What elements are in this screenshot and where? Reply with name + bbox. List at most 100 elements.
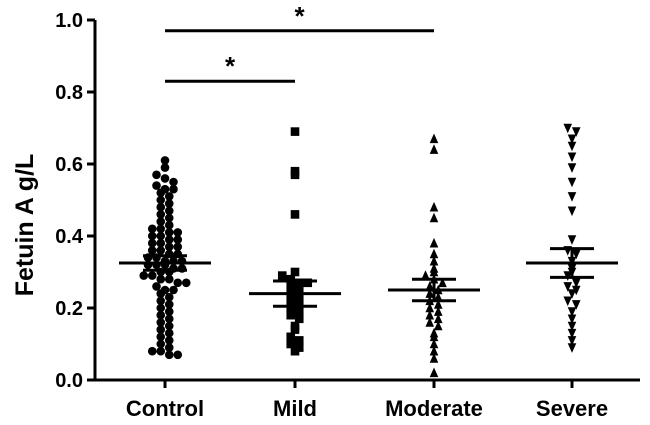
data-point [290, 166, 300, 176]
data-point [286, 339, 296, 349]
data-point [164, 274, 174, 284]
data-point [164, 307, 174, 316]
data-point [152, 181, 161, 190]
data-point [429, 353, 439, 363]
data-point [567, 328, 577, 339]
y-tick-label: 1.0 [55, 10, 83, 32]
data-point [567, 336, 577, 346]
data-point [160, 184, 170, 194]
data-point [147, 238, 157, 248]
data-point [173, 228, 183, 237]
data-point [164, 235, 174, 244]
data-point [164, 343, 174, 352]
data-point [164, 228, 174, 237]
data-point [164, 242, 174, 252]
data-point [152, 170, 161, 180]
data-point [286, 282, 296, 291]
significance-star: * [294, 1, 305, 31]
data-point [429, 338, 439, 349]
data-point [164, 292, 174, 302]
data-point [567, 321, 577, 332]
x-category-label: Moderate [385, 396, 483, 421]
data-point [294, 314, 304, 324]
data-points [139, 123, 581, 378]
data-point [156, 332, 166, 342]
data-point [429, 367, 439, 378]
data-point [567, 206, 577, 217]
data-point [567, 235, 577, 245]
y-tick-label: 0.2 [55, 298, 83, 320]
data-point [169, 285, 178, 295]
data-point [152, 282, 161, 291]
data-point [173, 235, 183, 244]
data-point [433, 320, 443, 331]
y-tick-label: 0.0 [55, 370, 83, 392]
data-point [164, 328, 174, 338]
data-point [164, 206, 174, 216]
data-point [160, 285, 170, 295]
data-point [567, 163, 577, 173]
x-category-label: Severe [536, 396, 608, 421]
data-point [429, 248, 439, 259]
data-point [160, 174, 170, 183]
data-point [429, 263, 439, 273]
data-point [294, 285, 304, 295]
data-point [164, 314, 174, 324]
data-point [147, 224, 157, 234]
data-point [567, 314, 577, 325]
data-point [156, 303, 166, 313]
data-point [139, 271, 149, 280]
data-point [429, 237, 439, 248]
x-category-label: Control [126, 396, 204, 421]
data-point [164, 220, 174, 230]
data-point [433, 313, 443, 324]
significance-star: * [225, 51, 236, 81]
data-point [294, 307, 304, 316]
data-point [429, 201, 439, 212]
data-point [563, 296, 573, 307]
data-point [425, 281, 435, 291]
data-point [303, 278, 313, 288]
data-point [563, 123, 573, 134]
data-point [164, 336, 174, 345]
data-point [156, 346, 166, 356]
data-point [433, 291, 443, 302]
data-point [421, 270, 430, 280]
data-point [294, 300, 304, 309]
data-point [567, 152, 577, 163]
data-point [290, 267, 300, 277]
data-point [567, 307, 577, 317]
data-point [181, 278, 191, 288]
data-point [156, 296, 166, 306]
data-point [571, 285, 581, 296]
y-ticks: 0.0 0.2 0.4 0.6 0.8 1.0 [55, 10, 95, 392]
x-category-label: Mild [273, 396, 317, 421]
data-point [429, 212, 439, 223]
data-point [156, 325, 166, 334]
data-point [425, 302, 435, 313]
data-point [156, 195, 166, 205]
data-point [433, 306, 443, 316]
data-point [571, 127, 581, 137]
data-point [425, 309, 435, 320]
data-point [571, 300, 581, 310]
data-point [156, 339, 166, 349]
data-point [156, 310, 166, 320]
data-point [571, 249, 581, 260]
data-point [156, 238, 166, 248]
data-point [156, 231, 166, 241]
significance-brackets: ** [165, 1, 434, 83]
data-point [286, 310, 296, 320]
data-point [156, 224, 166, 234]
data-point [160, 156, 170, 165]
data-point [425, 317, 435, 327]
data-point [286, 274, 296, 284]
data-point [160, 163, 170, 172]
data-point [290, 210, 300, 219]
data-point [173, 242, 183, 252]
data-point [164, 213, 174, 223]
mean-sem-bars [119, 247, 618, 308]
data-point [169, 177, 178, 187]
data-point [147, 271, 157, 280]
